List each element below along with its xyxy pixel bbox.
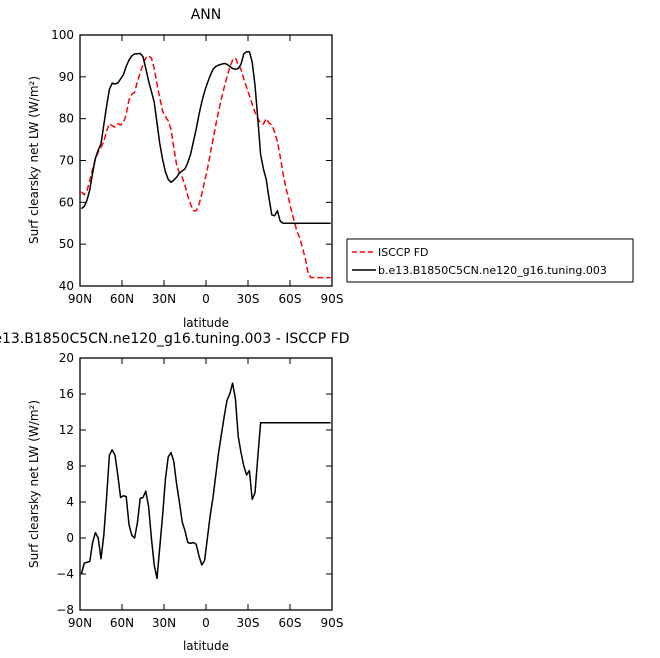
top-chart-title: ANN <box>191 7 222 23</box>
bottom-panel: b.e13.B1850C5CN.ne120_g16.tuning.003 - I… <box>0 331 350 653</box>
top-y-tick-label: 60 <box>59 195 74 209</box>
top-y-axis-label: Surf clearsky net LW (W/m²) <box>27 76 41 244</box>
bottom-x-tick-label: 90N <box>68 616 92 630</box>
legend-label-2: b.e13.B1850C5CN.ne120_g16.tuning.003 <box>378 264 607 277</box>
top-x-tick-label: 60S <box>279 292 302 306</box>
top-x-tick-label: 90S <box>321 292 344 306</box>
top-x-tick-label: 0 <box>202 292 210 306</box>
top-series-line-2 <box>80 50 331 224</box>
bottom-y-tick-label: 4 <box>66 495 74 509</box>
legend-entry-1: ISCCP FD <box>352 246 429 259</box>
bottom-y-tick-label: 16 <box>59 387 74 401</box>
legend-label-1: ISCCP FD <box>378 246 429 259</box>
top-y-tick-label: 50 <box>59 237 74 251</box>
top-plot-frame <box>79 34 333 287</box>
legend: ISCCP FD b.e13.B1850C5CN.ne120_g16.tunin… <box>346 238 634 283</box>
top-y-tick-label: 70 <box>59 154 74 168</box>
top-x-tick-label: 30S <box>237 292 260 306</box>
bottom-x-tick-label: 0 <box>202 616 210 630</box>
bottom-x-axis-label: latitude <box>183 639 229 653</box>
top-series-line-1 <box>80 55 331 279</box>
top-x-axis-label: latitude <box>183 316 229 330</box>
bottom-plot-frame <box>79 357 333 611</box>
bottom-y-tick-label: 8 <box>66 459 74 473</box>
legend-box <box>346 238 634 283</box>
top-panel: ANN 90N 60N 30N 0 30S 60S 90S 40 50 60 70 80 90 100 l… <box>27 7 634 330</box>
top-y-tick-label: 40 <box>59 279 74 293</box>
top-x-tick-label: 60N <box>110 292 134 306</box>
bottom-y-tick-label: 20 <box>59 351 74 365</box>
top-x-tick-label: 90N <box>68 292 92 306</box>
bottom-y-tick-label: −4 <box>56 567 74 581</box>
top-y-tick-label: 100 <box>51 28 74 42</box>
bottom-x-tick-label: 30N <box>152 616 176 630</box>
top-y-tick-label: 80 <box>59 112 74 126</box>
bottom-x-tick-label: 90S <box>321 616 344 630</box>
bottom-y-tick-label: 0 <box>66 531 74 545</box>
bottom-series-line-1 <box>80 382 331 580</box>
top-y-tick-label: 90 <box>59 70 74 84</box>
top-x-tick-label: 30N <box>152 292 176 306</box>
legend-entry-2: b.e13.B1850C5CN.ne120_g16.tuning.003 <box>352 264 607 277</box>
bottom-y-tick-label: 12 <box>59 423 74 437</box>
bottom-x-tick-label: 30S <box>237 616 260 630</box>
bottom-chart-title: b.e13.B1850C5CN.ne120_g16.tuning.003 - I… <box>0 331 350 347</box>
bottom-x-tick-label: 60S <box>279 616 302 630</box>
bottom-y-axis-label: Surf clearsky net LW (W/m²) <box>27 400 41 568</box>
bottom-x-tick-label: 60N <box>110 616 134 630</box>
bottom-y-tick-label: −8 <box>56 603 74 617</box>
